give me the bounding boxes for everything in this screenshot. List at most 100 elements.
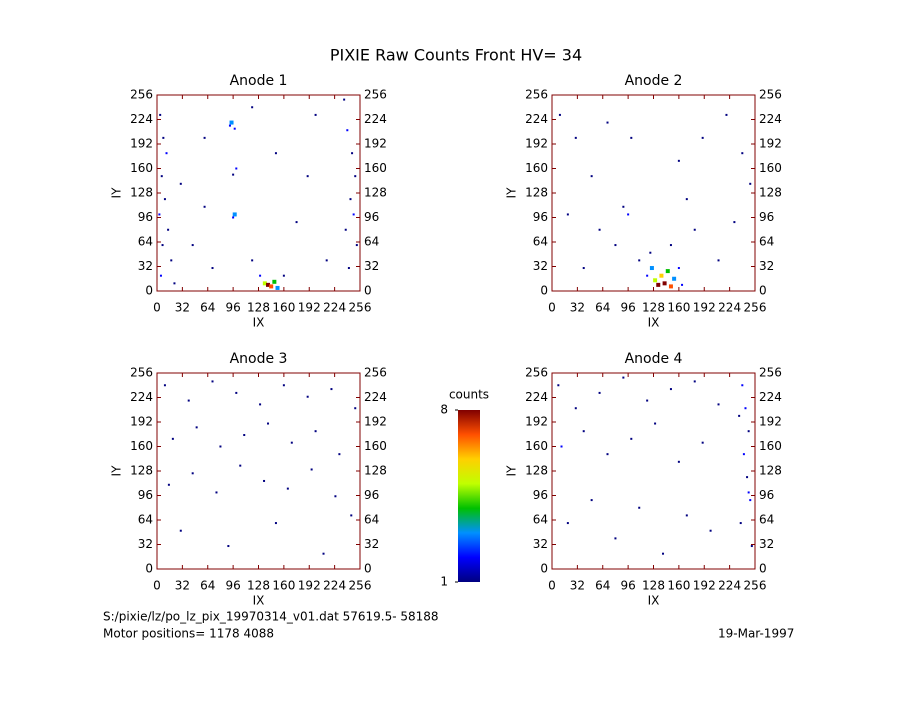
pixel-count xyxy=(662,281,667,286)
x-tick-label: 128 xyxy=(642,301,665,315)
x-tick-label: 224 xyxy=(718,579,741,593)
pixel-count xyxy=(160,175,163,178)
y2-tick-label: 192 xyxy=(364,137,387,151)
x-tick-label: 256 xyxy=(744,579,767,593)
pixel-count xyxy=(685,198,688,201)
y2-tick-label: 256 xyxy=(364,366,387,380)
pixel-count xyxy=(215,491,218,494)
x-tick-label: 128 xyxy=(642,579,665,593)
y2-tick-label: 224 xyxy=(364,390,387,404)
pixel-count xyxy=(717,259,720,262)
pixel-count xyxy=(158,213,161,216)
y2-tick-label: 160 xyxy=(364,439,387,453)
pixel-count xyxy=(354,407,357,410)
y2-tick-label: 128 xyxy=(759,464,782,478)
x-tick-label: 224 xyxy=(323,579,346,593)
y2-tick-label: 64 xyxy=(759,235,774,249)
x-tick-label: 0 xyxy=(153,579,161,593)
footer-date: 19-Mar-1997 xyxy=(718,627,794,641)
pixel-count xyxy=(693,228,696,231)
y2-tick-label: 32 xyxy=(759,537,774,551)
y-tick-label: 96 xyxy=(138,488,153,502)
pixel-count xyxy=(274,152,277,155)
y-tick-label: 192 xyxy=(130,415,153,429)
pixel-count xyxy=(574,136,577,139)
pixel-count xyxy=(733,221,736,224)
pixel-count xyxy=(251,106,254,109)
pixel-count xyxy=(741,152,744,155)
pixel-count xyxy=(598,391,601,394)
y-tick-label: 128 xyxy=(525,464,548,478)
pixel-count xyxy=(203,205,206,208)
x-tick-label: 96 xyxy=(620,301,635,315)
pixel-count xyxy=(179,182,182,185)
pixel-count xyxy=(701,441,704,444)
y2-tick-label: 96 xyxy=(759,488,774,502)
pixel-count xyxy=(171,437,174,440)
plot-frame xyxy=(551,372,756,570)
x-tick-label: 96 xyxy=(620,579,635,593)
x-tick-label: 64 xyxy=(200,301,215,315)
y-tick-label: 256 xyxy=(130,366,153,380)
y-tick-label: 32 xyxy=(138,537,153,551)
pixel-count xyxy=(725,113,728,116)
pixel-count xyxy=(173,282,176,285)
pixel-count xyxy=(630,437,633,440)
x-tick-label: 192 xyxy=(298,579,321,593)
pixel-count xyxy=(638,259,641,262)
panel-title: Anode 1 xyxy=(230,73,288,89)
pixel-count xyxy=(232,216,235,219)
x-tick-label: 224 xyxy=(718,301,741,315)
pixel-count xyxy=(269,284,274,289)
y2-tick-label: 96 xyxy=(759,210,774,224)
panel-title: Anode 3 xyxy=(230,351,288,367)
pixel-count xyxy=(656,282,661,287)
y-tick-label: 0 xyxy=(145,562,153,576)
pixel-count xyxy=(163,198,166,201)
y-tick-label: 160 xyxy=(130,161,153,175)
y2-tick-label: 0 xyxy=(364,284,372,298)
pixel-count xyxy=(566,213,569,216)
y-tick-label: 160 xyxy=(130,439,153,453)
pixel-count xyxy=(665,269,670,274)
x-tick-label: 128 xyxy=(247,579,270,593)
pixel-count xyxy=(582,430,585,433)
y-tick-label: 64 xyxy=(533,235,548,249)
y-tick-label: 256 xyxy=(525,88,548,102)
pixel-count xyxy=(163,384,166,387)
pixel-count xyxy=(749,499,752,502)
pixel-count xyxy=(263,479,266,482)
x-tick-label: 160 xyxy=(272,579,295,593)
y-tick-label: 64 xyxy=(533,513,548,527)
pixel-count xyxy=(235,167,238,170)
pixel-count xyxy=(274,522,277,525)
y2-tick-label: 96 xyxy=(364,488,379,502)
pixel-count xyxy=(343,98,346,101)
y-tick-label: 256 xyxy=(525,366,548,380)
pixel-count xyxy=(606,121,609,124)
pixel-count xyxy=(598,228,601,231)
y-tick-label: 192 xyxy=(525,415,548,429)
pixel-count xyxy=(251,259,254,262)
pixel-count xyxy=(344,228,347,231)
colorbar-label: counts xyxy=(449,388,489,402)
pixel-count xyxy=(290,441,293,444)
footer-motor: Motor positions= 1178 4088 xyxy=(103,627,274,641)
pixel-count xyxy=(232,173,235,176)
y-tick-label: 192 xyxy=(525,137,548,151)
pixel-count xyxy=(266,282,271,287)
x-tick-label: 192 xyxy=(693,301,716,315)
x-tick-label: 0 xyxy=(548,579,556,593)
y2-tick-label: 192 xyxy=(364,415,387,429)
y-tick-label: 192 xyxy=(130,137,153,151)
pixel-count xyxy=(219,445,222,448)
pixel-count xyxy=(590,499,593,502)
pixel-count xyxy=(741,384,744,387)
y2-tick-label: 160 xyxy=(364,161,387,175)
x-tick-label: 96 xyxy=(225,579,240,593)
y-axis-label: IY xyxy=(110,465,124,477)
y-tick-label: 256 xyxy=(130,88,153,102)
pixel-count xyxy=(662,552,665,555)
pixel-count xyxy=(295,221,298,224)
